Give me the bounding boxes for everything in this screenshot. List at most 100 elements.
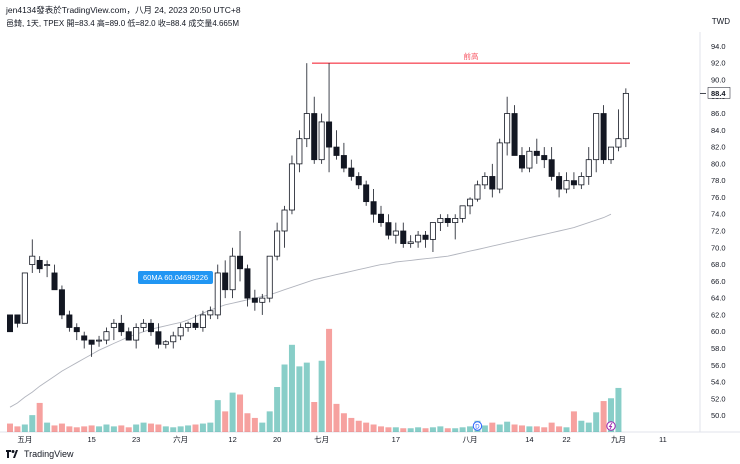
candle-up[interactable] xyxy=(185,322,192,328)
candle-down[interactable] xyxy=(533,150,540,156)
candle-down[interactable] xyxy=(333,146,340,156)
candle-down[interactable] xyxy=(556,176,563,190)
candle-up[interactable] xyxy=(303,113,310,140)
candle-down[interactable] xyxy=(14,314,21,324)
candle-up[interactable] xyxy=(133,327,140,341)
candle-up[interactable] xyxy=(622,92,629,140)
candle-up[interactable] xyxy=(140,322,147,328)
candle-up[interactable] xyxy=(474,184,481,200)
candle-up[interactable] xyxy=(214,272,221,316)
candle-up[interactable] xyxy=(481,176,488,186)
candle-down[interactable] xyxy=(348,167,355,177)
candle-down[interactable] xyxy=(192,322,199,328)
candle-down[interactable] xyxy=(570,180,577,186)
candle-up[interactable] xyxy=(392,230,399,236)
currency-label[interactable]: TWD xyxy=(711,17,730,26)
candle-up[interactable] xyxy=(496,142,503,190)
dividend-marker-icon[interactable] xyxy=(472,421,483,431)
candle-up[interactable] xyxy=(259,297,266,303)
price-tick-label: 78.0 xyxy=(711,176,726,185)
candle-down[interactable] xyxy=(370,201,377,215)
candle-up[interactable] xyxy=(266,255,273,299)
candle-down[interactable] xyxy=(81,335,88,341)
candle-down[interactable] xyxy=(340,155,347,169)
candle-up[interactable] xyxy=(526,150,533,169)
candle-down[interactable] xyxy=(400,230,407,244)
candle-up[interactable] xyxy=(578,176,585,186)
candle-up[interactable] xyxy=(467,198,474,207)
candle-down[interactable] xyxy=(444,218,451,224)
candle-down[interactable] xyxy=(363,184,370,203)
candle-up[interactable] xyxy=(296,138,303,165)
price-tick-label: 58.0 xyxy=(711,344,726,353)
candle-up[interactable] xyxy=(437,218,444,224)
candle-up[interactable] xyxy=(103,331,110,341)
candle-up[interactable] xyxy=(177,327,184,337)
candle-up[interactable] xyxy=(199,314,206,328)
candle-down[interactable] xyxy=(222,272,229,291)
candle-down[interactable] xyxy=(88,339,95,345)
candle-down[interactable] xyxy=(118,322,125,333)
candle-up[interactable] xyxy=(170,335,177,343)
candle-down[interactable] xyxy=(326,121,333,148)
candle-up[interactable] xyxy=(615,138,622,148)
candle-down[interactable] xyxy=(147,322,154,333)
candle-up[interactable] xyxy=(207,310,214,316)
volume-bar xyxy=(155,424,162,432)
candle-up[interactable] xyxy=(429,222,436,240)
candle-down[interactable] xyxy=(385,222,392,236)
candle-down[interactable] xyxy=(36,259,43,270)
volume-bar xyxy=(222,411,229,432)
ohlc-legend: 邑錡, 1天, TPEX 開=83.4 高=89.0 低=82.0 收=88.4… xyxy=(6,19,239,28)
candle-down[interactable] xyxy=(237,255,244,270)
volume-bar xyxy=(125,427,132,432)
candle-down[interactable] xyxy=(311,113,318,161)
candle-down[interactable] xyxy=(73,327,80,333)
candle-up[interactable] xyxy=(110,322,117,328)
candle-up[interactable] xyxy=(318,121,325,161)
candle-down[interactable] xyxy=(66,314,73,328)
candle-up[interactable] xyxy=(288,163,295,211)
candle-down[interactable] xyxy=(518,155,525,169)
volume-bar xyxy=(533,426,540,432)
candle-up[interactable] xyxy=(281,209,288,232)
price-tick-label: 82.0 xyxy=(711,143,726,152)
candle-up[interactable] xyxy=(96,339,103,342)
candle-down[interactable] xyxy=(489,176,496,190)
candle-up[interactable] xyxy=(585,159,592,177)
candle-up[interactable] xyxy=(459,205,466,219)
time-tick-label: 22 xyxy=(562,435,570,444)
candle-up[interactable] xyxy=(593,113,600,161)
candle-down[interactable] xyxy=(51,272,58,291)
candle-up[interactable] xyxy=(44,264,51,266)
candle-down[interactable] xyxy=(600,113,607,161)
candle-up[interactable] xyxy=(452,218,459,224)
candle-up[interactable] xyxy=(407,241,414,244)
candle-down[interactable] xyxy=(155,331,162,345)
candle-up[interactable] xyxy=(504,113,511,144)
candle-down[interactable] xyxy=(541,155,548,161)
candle-down[interactable] xyxy=(244,268,251,299)
candle-down[interactable] xyxy=(511,113,518,156)
volume-bar xyxy=(147,423,154,432)
candle-up[interactable] xyxy=(29,255,36,265)
candle-down[interactable] xyxy=(125,331,132,341)
candle-down[interactable] xyxy=(355,176,362,186)
candle-up[interactable] xyxy=(608,146,615,161)
candle-down[interactable] xyxy=(251,297,258,303)
candle-up[interactable] xyxy=(563,180,570,190)
candle-up[interactable] xyxy=(229,255,236,291)
candle-down[interactable] xyxy=(548,159,555,177)
candle-down[interactable] xyxy=(58,289,65,316)
earnings-marker-icon[interactable] xyxy=(606,421,616,431)
candle-down[interactable] xyxy=(422,234,429,240)
candle-up[interactable] xyxy=(162,341,169,345)
candle-up[interactable] xyxy=(21,272,28,324)
candle-down[interactable] xyxy=(377,213,384,224)
time-tick-label: 九月 xyxy=(611,435,626,444)
candle-up[interactable] xyxy=(274,230,281,257)
candle-up[interactable] xyxy=(415,234,422,243)
volume-bar xyxy=(266,411,273,432)
candle-down[interactable] xyxy=(7,314,13,333)
